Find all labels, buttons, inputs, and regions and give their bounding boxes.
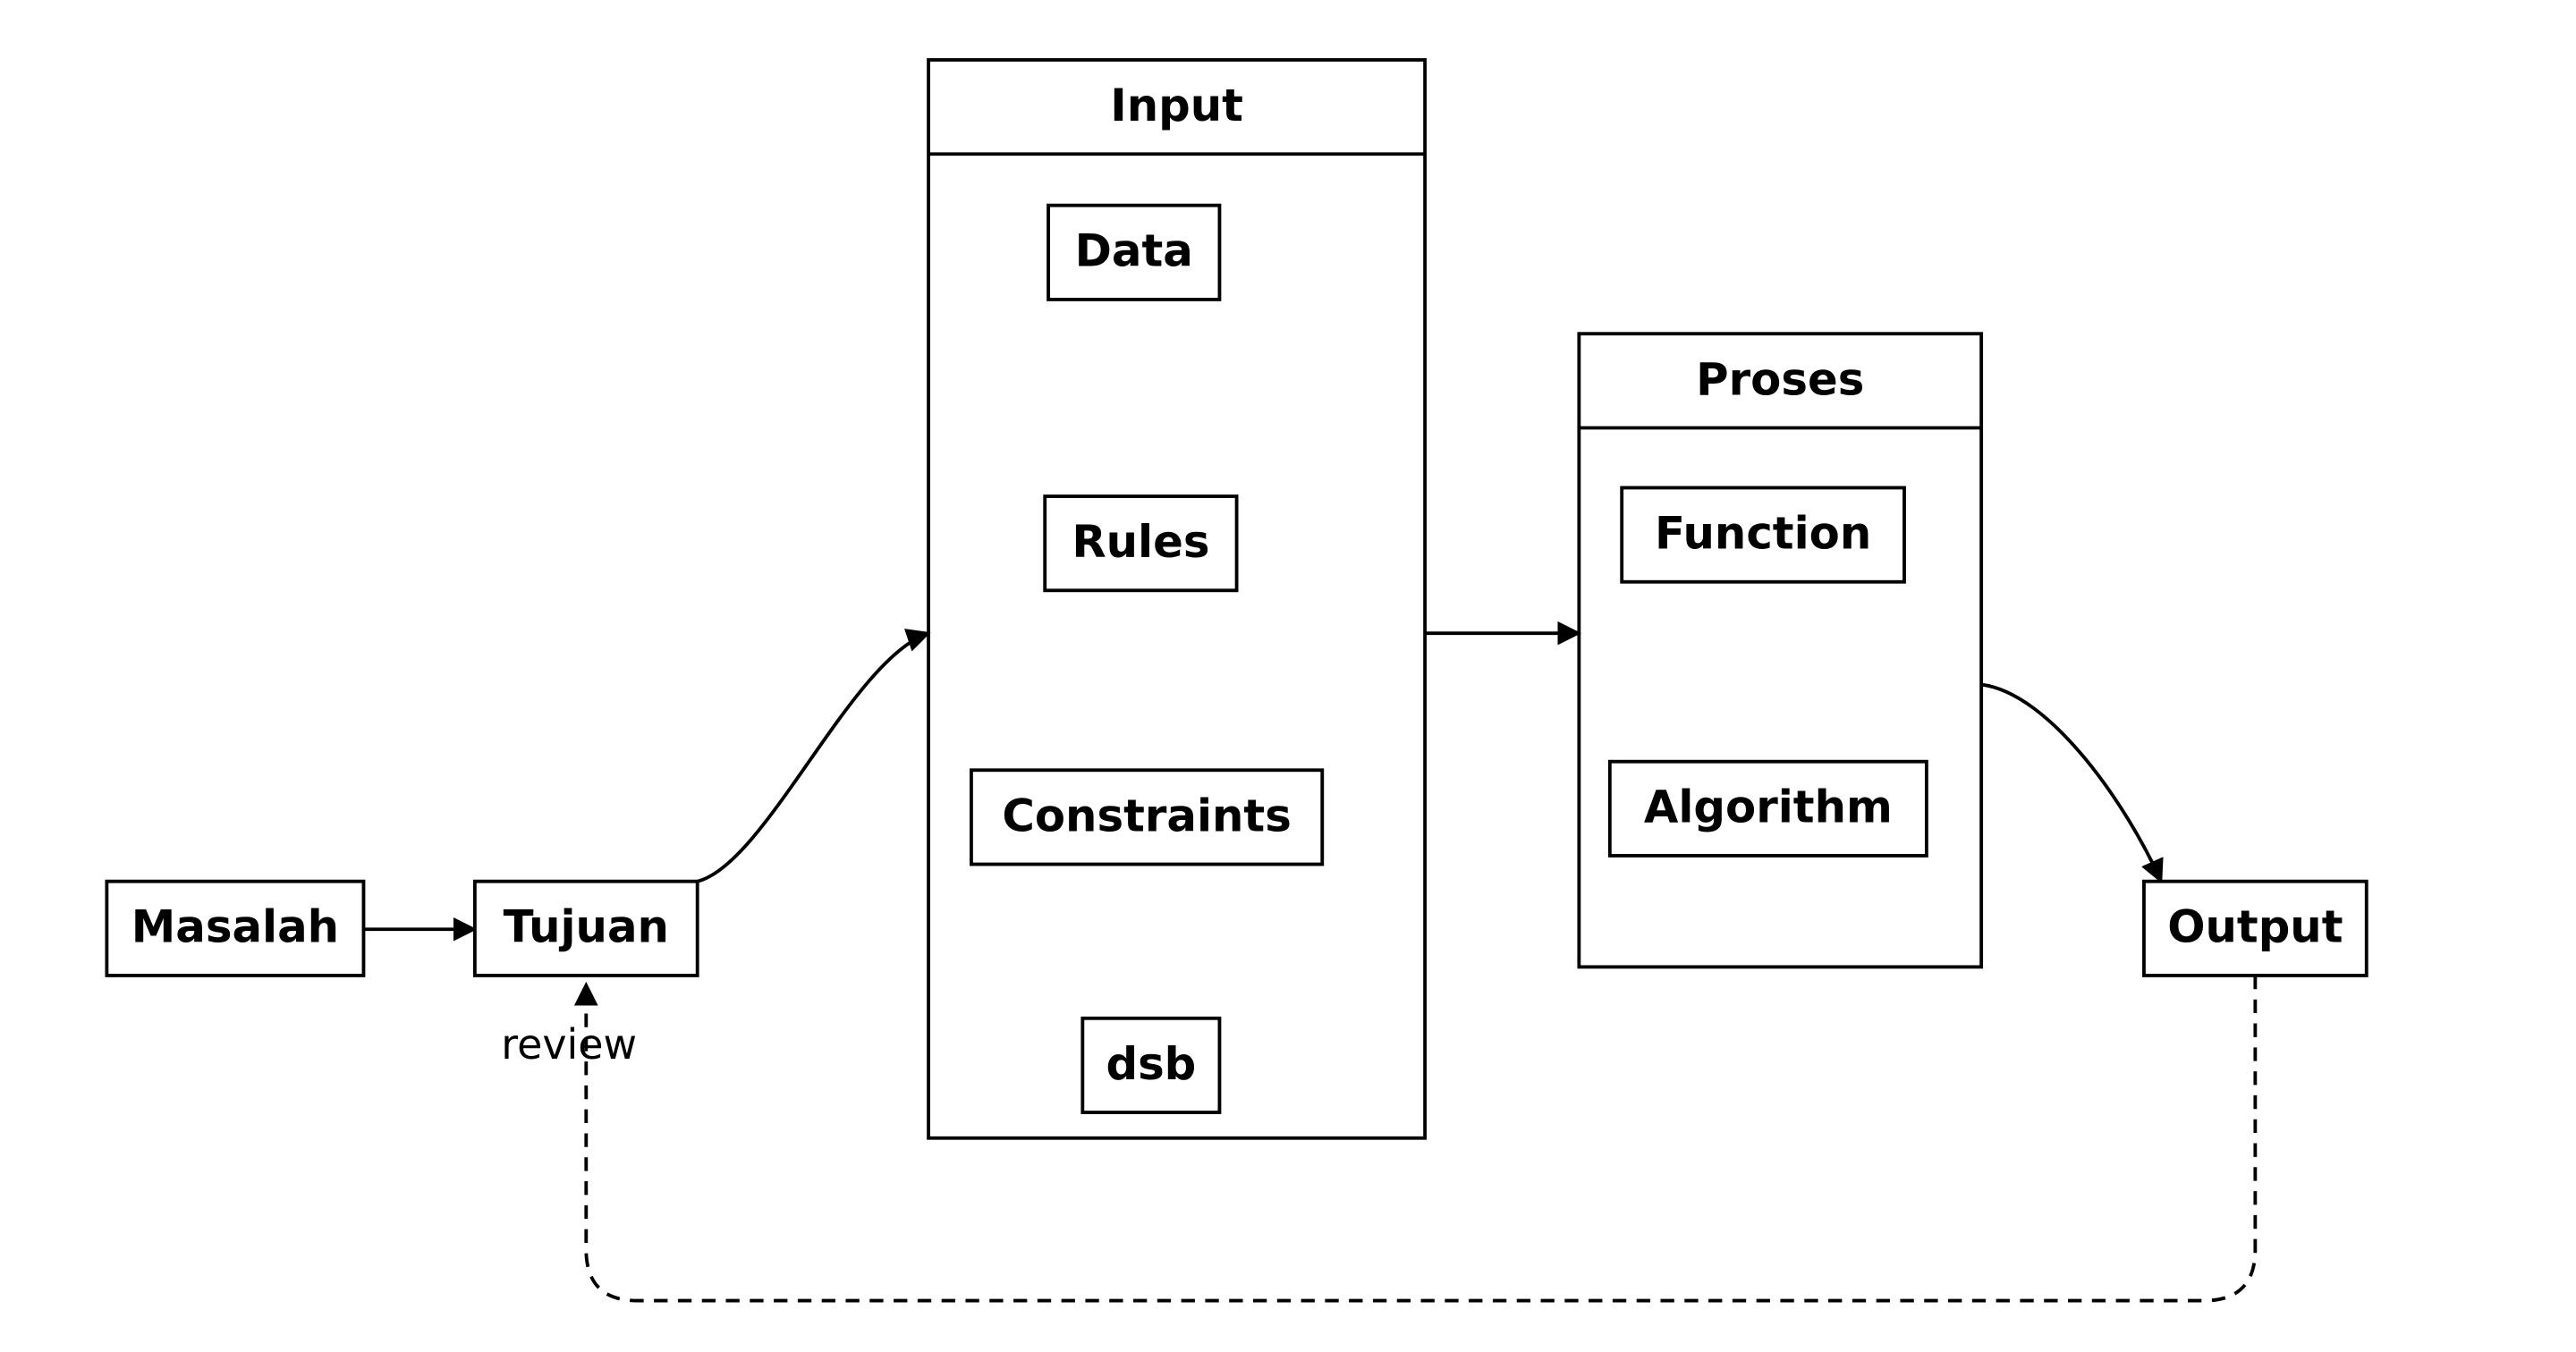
edge-proses-output	[1981, 685, 2161, 882]
algorithm-label: Algorithm	[1644, 782, 1893, 833]
constraints-label: Constraints	[1002, 790, 1291, 841]
function-label: Function	[1655, 508, 1871, 560]
tujuan-label: Tujuan	[504, 901, 669, 953]
edge-tujuan-input	[698, 633, 928, 882]
edge-output-tujuan-label: review	[501, 1020, 637, 1069]
input_container-title: Input	[1110, 80, 1243, 131]
data-label: Data	[1075, 225, 1193, 277]
proses_container-title: Proses	[1696, 353, 1864, 405]
masalah-label: Masalah	[131, 901, 339, 953]
rules-label: Rules	[1072, 516, 1209, 568]
output-label: Output	[2167, 901, 2343, 953]
dsb-label: dsb	[1106, 1038, 1196, 1090]
flowchart-diagram: Input Proses Masalah Tujuan Output Data Rules…	[0, 0, 2576, 1352]
